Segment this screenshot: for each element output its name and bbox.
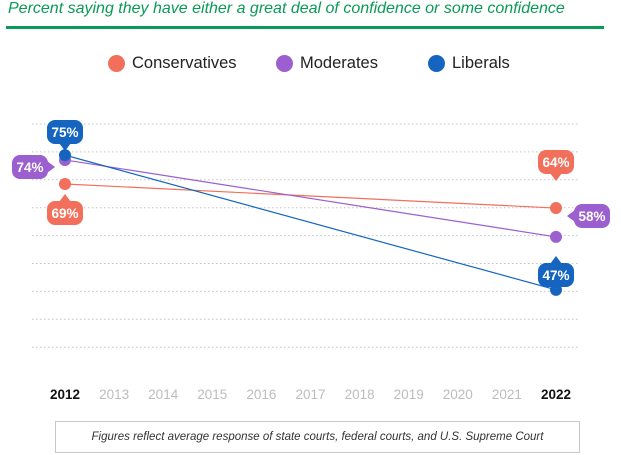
legend-label-moderates: Moderates bbox=[300, 54, 378, 72]
data-label-bubble bbox=[47, 201, 83, 225]
series-line-liberals bbox=[64, 154, 557, 291]
footnote: Figures reflect average response of stat… bbox=[55, 421, 580, 453]
chart-legend: Conservatives Moderates Liberals bbox=[0, 54, 621, 78]
data-label-text: 75% bbox=[51, 125, 78, 140]
legend-item-liberals: Liberals bbox=[428, 54, 510, 73]
x-tick-label-2016: 2016 bbox=[246, 387, 276, 402]
data-label-pointer bbox=[59, 143, 71, 151]
data-label-text: 74% bbox=[16, 160, 43, 175]
data-label-liberals-2022: 47% bbox=[538, 256, 574, 287]
legend-item-conservatives: Conservatives bbox=[108, 54, 237, 73]
data-label-moderates-2022: 58% bbox=[567, 204, 610, 228]
x-tick-label-2015: 2015 bbox=[197, 387, 227, 402]
data-label-conservatives-2012: 69% bbox=[47, 194, 83, 225]
chart-x-axis: 2012 2013 2014 2015 2016 2017 2018 2019 2020 2021… bbox=[50, 387, 571, 402]
data-label-bubble bbox=[574, 204, 610, 228]
data-label-pointer bbox=[59, 194, 71, 202]
data-label-bubble bbox=[538, 150, 574, 174]
legend-marker-conservatives bbox=[108, 55, 125, 72]
data-point-liberals-2012 bbox=[59, 149, 71, 162]
data-label-moderates-2012: 74% bbox=[12, 155, 55, 179]
legend-item-moderates: Moderates bbox=[276, 54, 378, 73]
chart-gridlines bbox=[32, 123, 580, 348]
data-label-bubble bbox=[538, 263, 574, 287]
data-label-pointer bbox=[550, 173, 562, 181]
data-point-moderates-2022 bbox=[550, 230, 562, 243]
x-tick-label-2019: 2019 bbox=[394, 387, 424, 402]
data-label-text: 58% bbox=[578, 209, 605, 224]
chart-data-labels: 69% 64% 74% 58% 75% 47% bbox=[12, 120, 610, 287]
legend-marker-liberals bbox=[428, 55, 445, 72]
legend-label-liberals: Liberals bbox=[452, 54, 510, 72]
title-divider bbox=[6, 26, 604, 29]
legend-label-conservatives: Conservatives bbox=[132, 54, 237, 72]
chart-series-lines bbox=[64, 154, 557, 291]
data-label-text: 47% bbox=[542, 268, 569, 283]
x-tick-label-2012: 2012 bbox=[50, 387, 80, 402]
data-label-liberals-2012: 75% bbox=[47, 120, 83, 151]
data-label-bubble bbox=[47, 120, 83, 144]
x-tick-label-2021: 2021 bbox=[492, 387, 522, 402]
data-label-pointer bbox=[567, 210, 575, 222]
data-point-conservatives-2012 bbox=[59, 178, 71, 190]
data-label-text: 64% bbox=[542, 155, 569, 170]
chart-subtitle: Percent saying they have either a great … bbox=[8, 0, 565, 17]
x-tick-label-2022: 2022 bbox=[541, 387, 571, 402]
x-tick-label-2014: 2014 bbox=[148, 387, 179, 402]
data-point-conservatives-2022 bbox=[550, 202, 562, 215]
legend-marker-moderates bbox=[276, 55, 293, 72]
data-label-bubble bbox=[12, 155, 48, 179]
data-label-conservatives-2022: 64% bbox=[538, 150, 574, 181]
x-tick-label-2018: 2018 bbox=[345, 387, 375, 402]
data-label-text: 69% bbox=[51, 206, 78, 221]
series-line-conservatives bbox=[64, 183, 557, 209]
x-tick-label-2013: 2013 bbox=[99, 387, 129, 402]
data-label-pointer bbox=[550, 256, 562, 264]
x-tick-label-2017: 2017 bbox=[295, 387, 325, 402]
x-tick-label-2020: 2020 bbox=[443, 387, 473, 402]
series-line-moderates bbox=[64, 159, 557, 238]
chart-data-points bbox=[59, 149, 562, 296]
data-label-pointer bbox=[47, 161, 55, 173]
